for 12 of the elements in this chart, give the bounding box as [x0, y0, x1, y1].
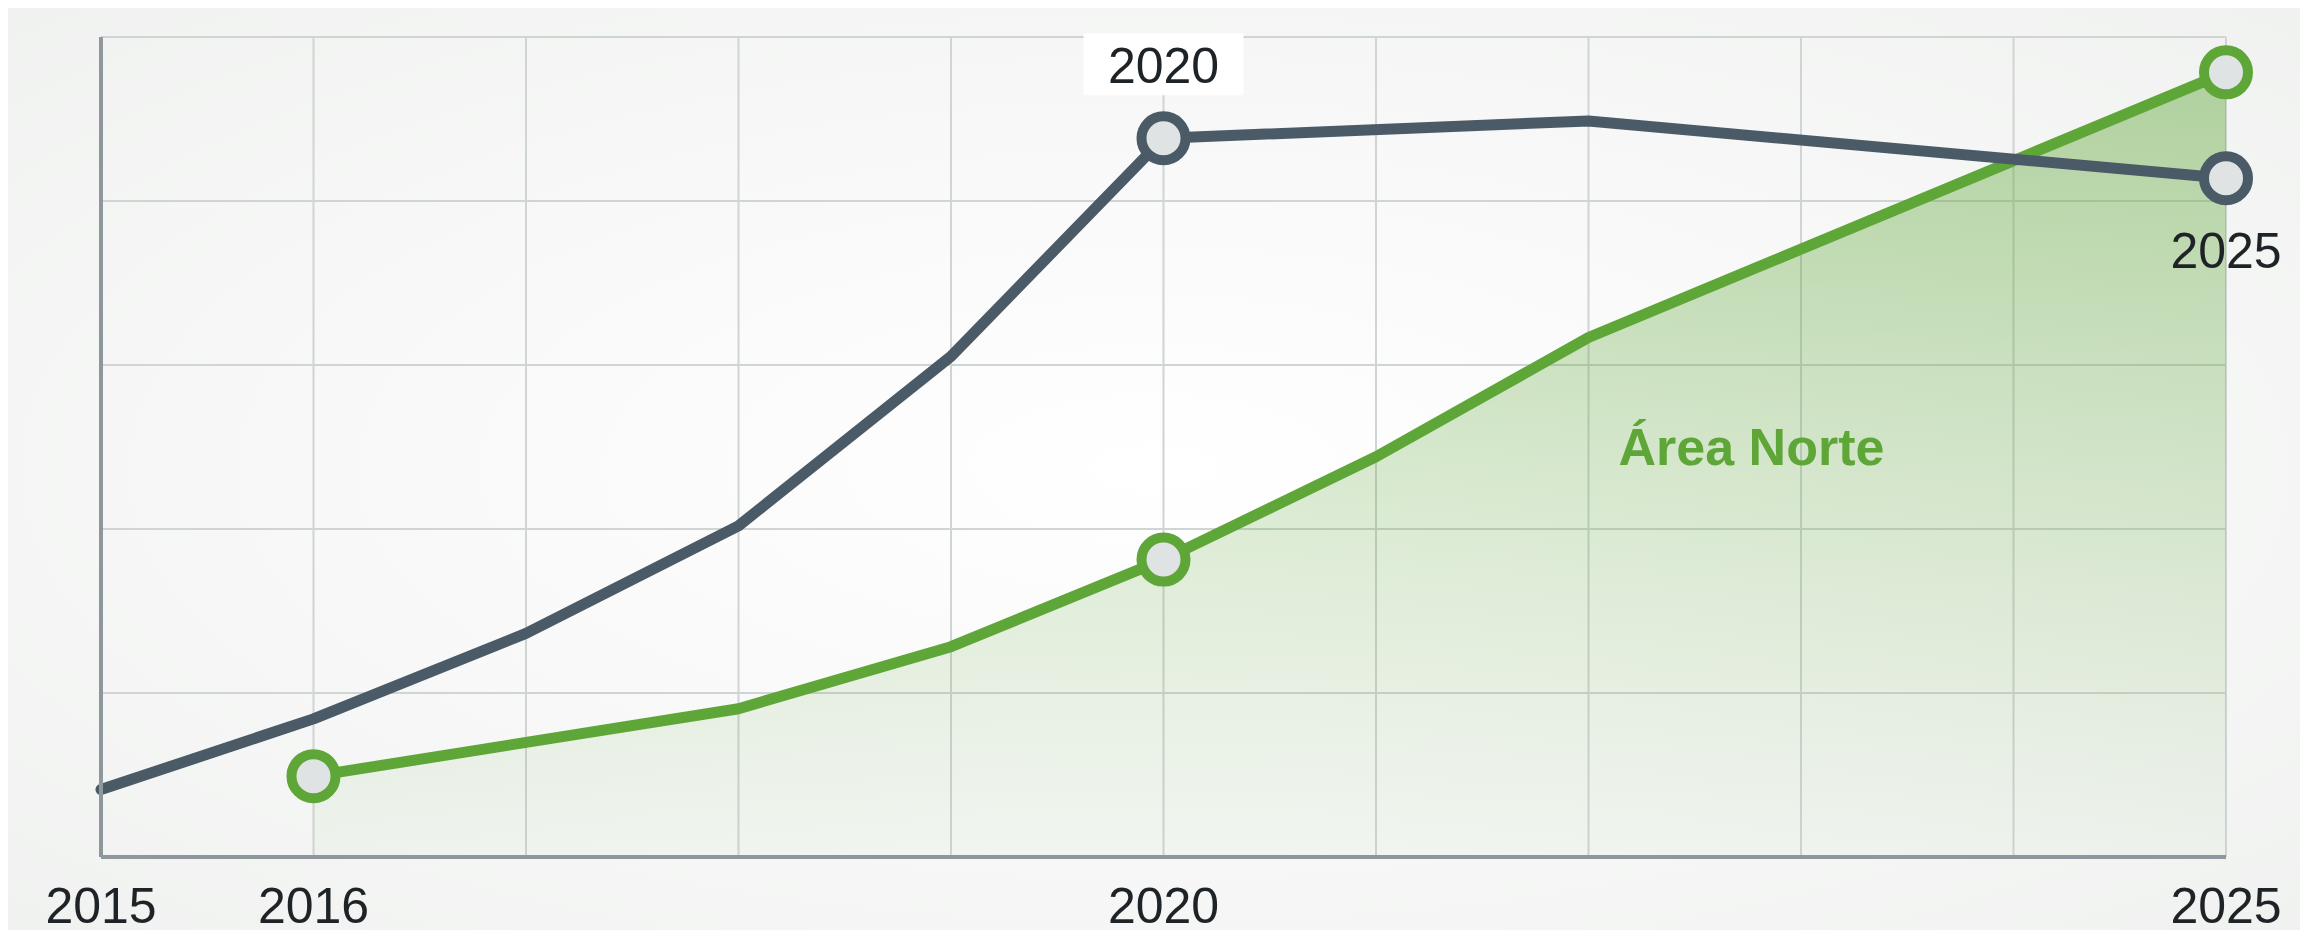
x-tick-label: 2016	[257, 878, 370, 934]
point	[1136, 532, 1191, 587]
point	[1136, 111, 1191, 166]
x-tick-label: 2015	[45, 878, 157, 934]
annotation: 2025	[2170, 223, 2282, 280]
series-label: Área Norte	[1618, 417, 1885, 476]
annotation: 2020	[1107, 38, 1220, 95]
x-tick-label: 2020	[1107, 878, 1220, 934]
x-tick-label: 2025	[2170, 878, 2282, 934]
point	[286, 749, 341, 804]
point	[2199, 45, 2253, 100]
point	[2199, 151, 2253, 206]
